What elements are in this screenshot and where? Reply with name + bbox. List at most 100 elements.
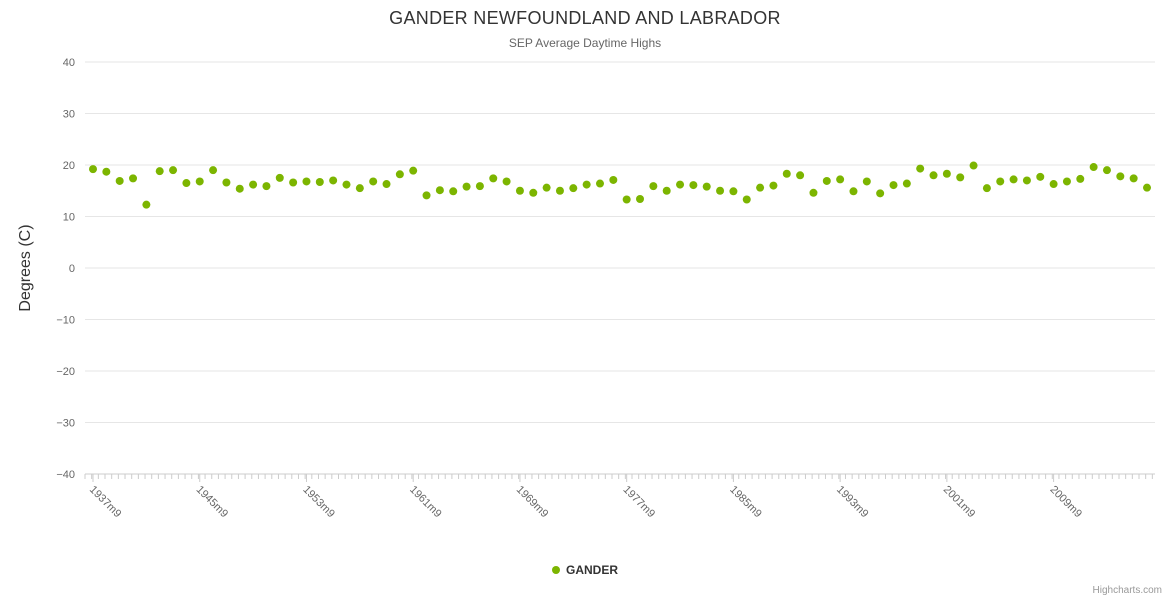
data-point[interactable]	[555, 186, 564, 195]
data-point[interactable]	[969, 161, 978, 170]
legend-label: GANDER	[565, 563, 619, 577]
data-point[interactable]	[1089, 163, 1098, 172]
data-point[interactable]	[1102, 166, 1111, 175]
data-point[interactable]	[449, 187, 458, 196]
data-point[interactable]	[182, 179, 191, 188]
data-point[interactable]	[262, 182, 271, 191]
data-point[interactable]	[209, 166, 218, 175]
data-point[interactable]	[422, 191, 431, 200]
x-axis-label: 1993m9	[834, 484, 871, 521]
data-point[interactable]	[676, 180, 685, 189]
data-point[interactable]	[115, 176, 124, 185]
data-point[interactable]	[809, 188, 818, 197]
data-point[interactable]	[769, 181, 778, 190]
data-point[interactable]	[169, 166, 178, 175]
data-point[interactable]	[142, 200, 151, 209]
data-point[interactable]	[822, 176, 831, 185]
data-point[interactable]	[1036, 172, 1045, 181]
data-point[interactable]	[702, 182, 711, 191]
y-axis-label: −20	[56, 366, 75, 378]
data-point[interactable]	[489, 174, 498, 183]
data-point[interactable]	[609, 175, 618, 184]
data-point[interactable]	[662, 186, 671, 195]
data-point[interactable]	[155, 167, 164, 176]
data-point[interactable]	[876, 189, 885, 198]
data-point[interactable]	[409, 166, 418, 175]
legend-item-gander[interactable]: GANDER	[551, 563, 619, 577]
data-point[interactable]	[1143, 183, 1151, 192]
data-point[interactable]	[129, 174, 138, 183]
data-point[interactable]	[1062, 177, 1071, 186]
data-point[interactable]	[529, 188, 538, 197]
x-axis-label: 1985m9	[727, 484, 764, 521]
highcharts-credit-link[interactable]: Highcharts.com	[1092, 585, 1162, 596]
y-axis-label: −40	[56, 469, 75, 481]
data-point[interactable]	[649, 182, 658, 191]
data-point[interactable]	[195, 177, 204, 186]
data-point[interactable]	[515, 186, 524, 195]
data-point[interactable]	[902, 179, 911, 188]
data-point[interactable]	[382, 180, 391, 189]
x-axis-label: 2001m9	[941, 484, 978, 521]
data-point[interactable]	[462, 182, 471, 191]
data-point[interactable]	[249, 180, 258, 189]
data-point[interactable]	[289, 178, 298, 187]
data-point[interactable]	[689, 181, 698, 190]
data-point[interactable]	[595, 179, 604, 188]
data-point[interactable]	[1116, 172, 1125, 181]
data-point[interactable]	[1009, 175, 1018, 184]
data-point[interactable]	[862, 177, 871, 186]
data-point[interactable]	[89, 165, 97, 174]
data-point[interactable]	[369, 177, 378, 186]
data-point[interactable]	[796, 171, 805, 180]
x-axis-label: 2009m9	[1047, 484, 1084, 521]
data-point[interactable]	[729, 187, 738, 196]
data-point[interactable]	[502, 177, 511, 186]
data-point[interactable]	[542, 183, 551, 192]
data-point[interactable]	[275, 173, 284, 182]
data-point[interactable]	[569, 184, 578, 193]
data-point[interactable]	[235, 184, 244, 193]
chart-subtitle: SEP Average Daytime Highs	[508, 36, 662, 50]
data-point[interactable]	[742, 195, 751, 204]
data-point[interactable]	[355, 184, 364, 193]
data-point[interactable]	[1049, 180, 1058, 189]
x-axis-label: 1937m9	[87, 484, 124, 521]
data-point[interactable]	[329, 176, 338, 185]
data-point[interactable]	[435, 186, 444, 195]
data-point[interactable]	[836, 175, 845, 184]
data-point[interactable]	[942, 169, 951, 178]
data-point[interactable]	[782, 169, 791, 178]
data-point[interactable]	[996, 177, 1005, 186]
data-point[interactable]	[956, 173, 965, 182]
data-point[interactable]	[302, 177, 311, 186]
data-point[interactable]	[916, 164, 925, 173]
legend-marker-icon	[551, 566, 560, 574]
y-axis-label: −30	[56, 418, 75, 430]
y-axis-label: −10	[56, 315, 75, 327]
data-point[interactable]	[395, 170, 404, 179]
data-point[interactable]	[636, 194, 645, 203]
data-point[interactable]	[222, 178, 231, 187]
data-point[interactable]	[342, 180, 351, 189]
data-point[interactable]	[756, 183, 765, 192]
data-point[interactable]	[929, 171, 938, 180]
x-axis-label: 1969m9	[514, 484, 551, 521]
x-axis-label: 1961m9	[407, 484, 444, 521]
data-point[interactable]	[1129, 174, 1138, 183]
y-axis-label: 10	[63, 212, 75, 224]
data-point[interactable]	[622, 195, 631, 204]
data-point[interactable]	[1076, 174, 1085, 183]
data-point[interactable]	[102, 167, 111, 176]
data-point[interactable]	[849, 187, 858, 196]
data-point[interactable]	[582, 180, 591, 189]
data-point[interactable]	[716, 186, 725, 195]
data-point[interactable]	[982, 184, 991, 193]
data-point[interactable]	[475, 182, 484, 191]
data-point[interactable]	[889, 181, 898, 190]
data-point[interactable]	[1022, 176, 1031, 185]
x-axis-label: 1953m9	[300, 484, 337, 521]
data-point[interactable]	[315, 178, 324, 186]
